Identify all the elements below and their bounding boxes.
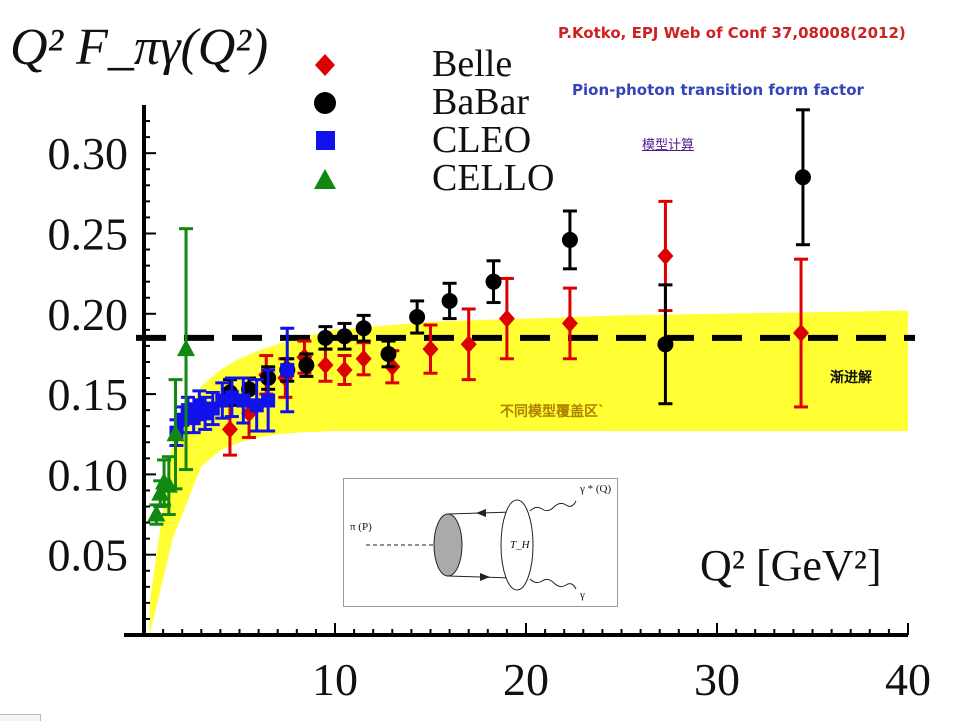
legend-label-cello: CELLO: [432, 157, 555, 199]
legend-item-belle: Belle: [310, 43, 570, 85]
cello-point: [147, 504, 166, 522]
babar-point: [380, 345, 397, 362]
slide-corner-widget: [0, 714, 41, 721]
y-tick-label: 0.05: [48, 530, 129, 581]
belle-point: [561, 314, 578, 333]
x-tick-label: 40: [885, 654, 931, 705]
blue-square-icon: [316, 131, 335, 150]
babar-point: [409, 309, 426, 325]
y-tick-label: 0.30: [48, 128, 129, 179]
belle-point: [355, 349, 372, 368]
babar-point: [441, 292, 458, 309]
cleo-point: [249, 398, 264, 413]
chart-subtitle: Pion-photon transition form factor: [572, 81, 864, 99]
model-calculation-link[interactable]: 模型计算: [642, 138, 695, 153]
model-band-label: 不同模型覆盖区`: [500, 404, 605, 420]
belle-point: [498, 309, 515, 328]
cello-point: [177, 339, 196, 357]
babar-point: [657, 336, 674, 353]
cleo-point: [224, 390, 239, 405]
y-tick-label: 0.25: [48, 208, 129, 259]
legend-item-cello: CELLO: [310, 157, 570, 199]
babar-point: [317, 329, 334, 346]
babar-point: [794, 169, 811, 186]
red-diamond-icon: [315, 54, 335, 76]
babar-point: [336, 328, 353, 345]
legend-item-babar: BaBar: [310, 81, 570, 123]
feynman-diagram-inset: π (P) γ * (Q) γ T_H: [343, 478, 618, 607]
cleo-point: [280, 363, 295, 377]
legend-label-babar: BaBar: [432, 81, 530, 123]
babar-point: [561, 231, 578, 248]
babar-point: [485, 273, 502, 290]
virtual-photon-label: γ * (Q): [580, 483, 612, 495]
cleo-point: [186, 411, 201, 426]
cleo-point: [236, 393, 251, 408]
babar-point: [355, 320, 372, 337]
belle-point: [221, 420, 238, 439]
pion-label: π (P): [350, 521, 372, 533]
x-tick-label: 10: [312, 654, 358, 705]
x-tick-label: 30: [694, 654, 740, 705]
belle-point: [336, 361, 353, 379]
asymptote-label: 渐进解: [830, 370, 872, 386]
legend-item-cleo: CLEO: [310, 119, 570, 161]
belle-point: [422, 340, 439, 359]
hard-kernel-label: T_H: [510, 539, 530, 551]
feynman-diagram: [366, 499, 577, 591]
real-photon-label: γ: [580, 589, 585, 601]
legend-label-belle: Belle: [432, 43, 513, 85]
y-tick-label: 0.10: [48, 449, 129, 500]
y-tick-label: 0.15: [48, 369, 129, 420]
x-axis-label: Q² [GeV²]: [700, 541, 882, 590]
belle-point: [657, 246, 674, 265]
y-tick-label: 0.20: [48, 289, 129, 340]
x-tick-label: 20: [503, 654, 549, 705]
cello-point: [166, 424, 185, 442]
babar-point: [241, 381, 258, 398]
belle-point: [317, 356, 334, 375]
black-circle-icon: [314, 92, 336, 114]
cleo-point: [261, 393, 276, 408]
legend-label-cleo: CLEO: [432, 119, 532, 161]
model-band: [149, 310, 908, 635]
citation-text: P.Kotko, EPJ Web of Conf 37,08008(2012): [558, 24, 906, 42]
belle-point: [793, 324, 810, 343]
legend: Belle BaBar CLEO CELLO: [310, 43, 570, 199]
belle-point: [460, 335, 477, 354]
green-triangle-icon: [314, 169, 336, 189]
y-axis-label: Q² F_πγ(Q²): [10, 19, 269, 76]
babar-point: [298, 357, 315, 374]
